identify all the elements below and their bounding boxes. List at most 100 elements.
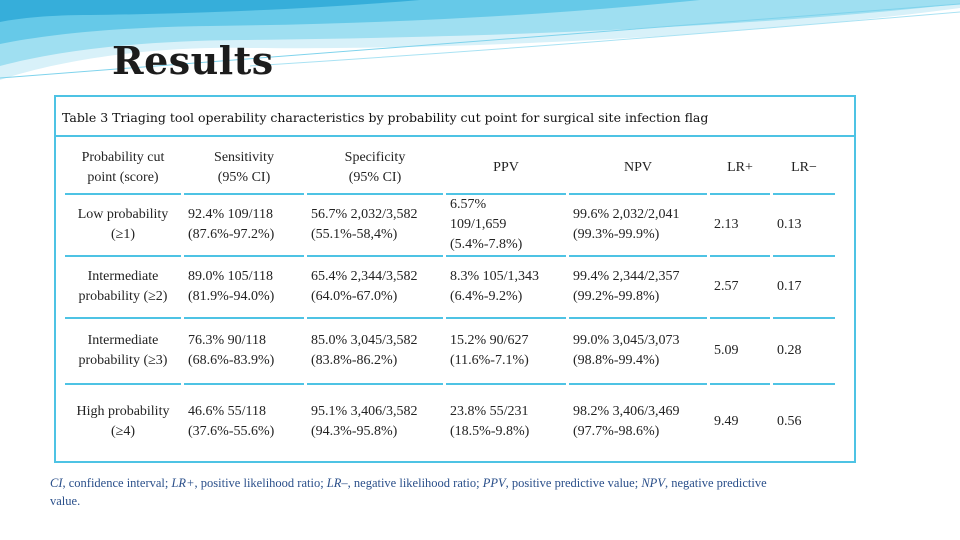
header-lr-neg: LR−	[773, 143, 835, 193]
slide-title: Results	[112, 38, 274, 83]
cell-line: Specificity	[344, 150, 406, 165]
footnote-term: LR–	[326, 476, 348, 490]
cell-line: (64.0%-67.0%)	[311, 289, 398, 304]
footnote-text: , positive likelihood ratio;	[194, 476, 327, 490]
sensitivity-cell: 92.4% 109/118 (87.6%-97.2%)	[184, 193, 304, 255]
cell-line: (95% CI)	[348, 170, 402, 185]
table-footnote: CI, confidence interval; LR+, positive l…	[50, 474, 770, 510]
table-caption: Table 3 Triaging tool operability charac…	[56, 97, 854, 137]
cell-line: (97.7%-98.6%)	[573, 424, 660, 439]
footnote-term: CI	[50, 476, 63, 490]
sensitivity-cell: 46.6% 55/118 (37.6%-55.6%)	[184, 383, 304, 459]
cell-line: 99.0% 3,045/3,073	[573, 333, 680, 348]
cell-line: (98.8%-99.4%)	[573, 353, 660, 368]
cell-line: 109/1,659	[450, 217, 507, 232]
cell-line: 6.57%	[450, 197, 487, 212]
cell-line: (≥1)	[110, 227, 135, 242]
lr-pos-cell: 2.13	[710, 193, 770, 255]
sensitivity-cell: 89.0% 105/118 (81.9%-94.0%)	[184, 255, 304, 317]
cell-line: (37.6%-55.6%)	[188, 424, 275, 439]
cell-line: 65.4% 2,344/3,582	[311, 269, 418, 284]
cell-line: 8.3% 105/1,343	[450, 269, 540, 284]
sensitivity-cell: 76.3% 90/118 (68.6%-83.9%)	[184, 317, 304, 383]
lr-neg-cell: 0.28	[773, 317, 835, 383]
cell-line: Probability cut	[81, 150, 165, 165]
cell-line: 15.2% 90/627	[450, 333, 529, 348]
cell-line: Sensitivity	[214, 150, 274, 165]
header-ppv: PPV	[446, 143, 566, 193]
cell-line: 99.6% 2,032/2,041	[573, 207, 680, 222]
table-row: Intermediate probability (≥3) 76.3% 90/118…	[65, 317, 835, 383]
specificity-cell: 56.7% 2,032/3,582 (55.1%-58,4%)	[307, 193, 443, 255]
cell-line: 56.7% 2,032/3,582	[311, 207, 418, 222]
header-specificity: Specificity (95% CI)	[307, 143, 443, 193]
table-row: High probability (≥4) 46.6% 55/118 (37.6%-5…	[65, 383, 835, 459]
footnote-text: , positive predictive value;	[505, 476, 642, 490]
cell-line: 98.2% 3,406/3,469	[573, 404, 680, 419]
cell-line: (5.4%-7.8%)	[450, 237, 523, 252]
cell-line: Intermediate	[87, 333, 159, 348]
cell-line: (11.6%-7.1%)	[450, 353, 529, 368]
ppv-cell: 15.2% 90/627 (11.6%-7.1%)	[446, 317, 566, 383]
cell-line: 99.4% 2,344/2,357	[573, 269, 680, 284]
ppv-cell: 6.57% 109/1,659 (5.4%-7.8%)	[446, 193, 566, 255]
footnote-text: , confidence interval;	[62, 476, 172, 490]
specificity-cell: 85.0% 3,045/3,582 (83.8%-86.2%)	[307, 317, 443, 383]
cell-line: 85.0% 3,045/3,582	[311, 333, 418, 348]
cell-line: LR+	[727, 160, 753, 175]
cell-line: 23.8% 55/231	[450, 404, 529, 419]
cell-line: (81.9%-94.0%)	[188, 289, 275, 304]
results-table: Probability cut point (score) Sensitivity (…	[62, 143, 838, 459]
cell-line: 95.1% 3,406/3,582	[311, 404, 418, 419]
footnote-term: LR+	[171, 476, 195, 490]
ppv-cell: 23.8% 55/231 (18.5%-9.8%)	[446, 383, 566, 459]
ppv-cell: 8.3% 105/1,343 (6.4%-9.2%)	[446, 255, 566, 317]
cell-line: probability (≥2)	[78, 289, 168, 304]
row-label-cell: Low probability (≥1)	[65, 193, 181, 255]
table-row: Low probability (≥1) 92.4% 109/118 (87.6%-9…	[65, 193, 835, 255]
row-label-cell: Intermediate probability (≥3)	[65, 317, 181, 383]
cell-line: 89.0% 105/118	[188, 269, 274, 284]
specificity-cell: 65.4% 2,344/3,582 (64.0%-67.0%)	[307, 255, 443, 317]
footnote-text: , negative predictive value.	[50, 476, 767, 508]
lr-pos-cell: 2.57	[710, 255, 770, 317]
specificity-cell: 95.1% 3,406/3,582 (94.3%-95.8%)	[307, 383, 443, 459]
cell-line: High probability	[76, 404, 170, 419]
footnote-text: , negative likelihood ratio;	[347, 476, 483, 490]
npv-cell: 99.4% 2,344/2,357 (99.2%-99.8%)	[569, 255, 707, 317]
footnote-term: NPV	[641, 476, 665, 490]
cell-line: Intermediate	[87, 269, 159, 284]
header-lr-pos: LR+	[710, 143, 770, 193]
header-probability-cut: Probability cut point (score)	[65, 143, 181, 193]
lr-pos-cell: 9.49	[710, 383, 770, 459]
header-swoosh-decoration	[0, 0, 960, 80]
cell-line: (99.3%-99.9%)	[573, 227, 660, 242]
header-npv: NPV	[569, 143, 707, 193]
npv-cell: 99.6% 2,032/2,041 (99.3%-99.9%)	[569, 193, 707, 255]
table-row: Intermediate probability (≥2) 89.0% 105/11…	[65, 255, 835, 317]
table-body: Low probability (≥1) 92.4% 109/118 (87.6%-9…	[65, 193, 835, 459]
npv-cell: 98.2% 3,406/3,469 (97.7%-98.6%)	[569, 383, 707, 459]
cell-line: (6.4%-9.2%)	[450, 289, 523, 304]
cell-line: LR−	[791, 160, 817, 175]
cell-line: 46.6% 55/118	[188, 404, 267, 419]
footnote-term: PPV	[482, 476, 506, 490]
cell-line: (99.2%-99.8%)	[573, 289, 660, 304]
row-label-cell: Intermediate probability (≥2)	[65, 255, 181, 317]
row-label-cell: High probability (≥4)	[65, 383, 181, 459]
cell-line: NPV	[623, 160, 652, 175]
cell-line: Low probability	[77, 207, 169, 222]
cell-line: (18.5%-9.8%)	[450, 424, 530, 439]
cell-line: (95% CI)	[217, 170, 271, 185]
header-sensitivity: Sensitivity (95% CI)	[184, 143, 304, 193]
cell-line: (87.6%-97.2%)	[188, 227, 275, 242]
cell-line: probability (≥3)	[78, 353, 168, 368]
lr-neg-cell: 0.13	[773, 193, 835, 255]
cell-line: (68.6%-83.9%)	[188, 353, 275, 368]
npv-cell: 99.0% 3,045/3,073 (98.8%-99.4%)	[569, 317, 707, 383]
table-header-row: Probability cut point (score) Sensitivity (…	[65, 143, 835, 193]
lr-neg-cell: 0.17	[773, 255, 835, 317]
cell-line: (94.3%-95.8%)	[311, 424, 398, 439]
cell-line: (55.1%-58,4%)	[311, 227, 398, 242]
cell-line: (83.8%-86.2%)	[311, 353, 398, 368]
